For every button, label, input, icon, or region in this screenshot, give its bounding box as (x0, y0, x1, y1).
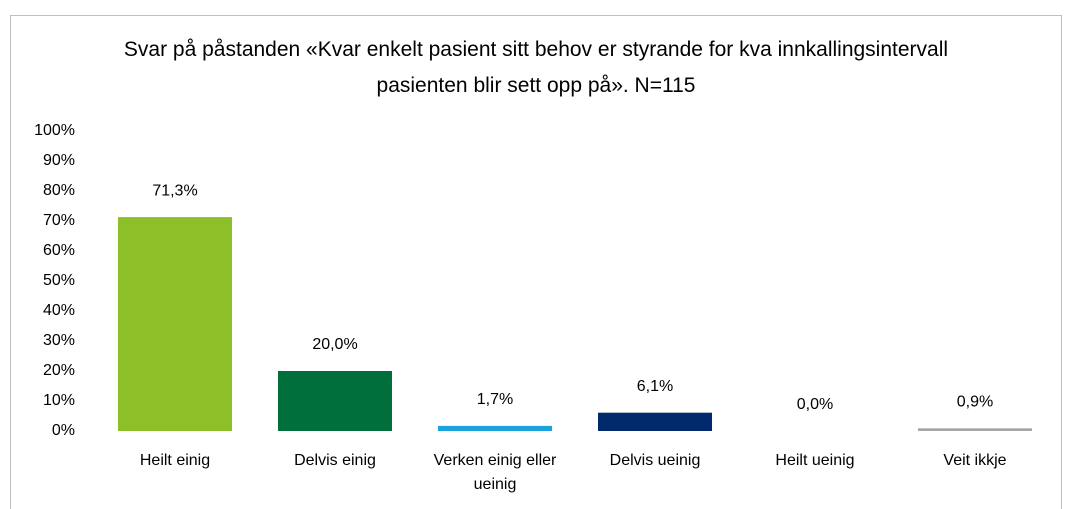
x-tick-label: Heilt ueinig (775, 452, 855, 469)
y-tick-label: 0% (52, 422, 75, 439)
data-label: 0,0% (797, 396, 833, 413)
bar (438, 425, 552, 431)
y-tick-label: 60% (43, 242, 75, 259)
y-tick-label: 20% (43, 362, 75, 379)
x-tick-label: Veit ikkje (943, 452, 1007, 469)
y-tick-label: 100% (34, 122, 75, 139)
bar (118, 217, 232, 431)
data-label: 1,7% (477, 391, 513, 408)
chart-title: Svar på påstanden «Kvar enkelt pasient s… (123, 38, 949, 97)
bar (918, 428, 1032, 431)
y-tick-label: 30% (43, 332, 75, 349)
y-tick-label: 50% (43, 272, 75, 289)
x-tick-label: Delvis einig (294, 452, 376, 469)
chart-border (10, 15, 1062, 509)
x-tick-label: Heilt einig (139, 452, 211, 469)
y-tick-label: 90% (43, 152, 75, 169)
y-tick-label: 10% (43, 392, 75, 409)
data-label: 20,0% (312, 336, 357, 353)
y-tick-label: 40% (43, 302, 75, 319)
data-label: 0,9% (957, 394, 993, 411)
data-label: 71,3% (152, 182, 197, 199)
bar (278, 371, 392, 431)
x-tick-label: Delvis ueinig (609, 452, 701, 469)
bar (598, 412, 712, 431)
y-tick-label: 70% (43, 212, 75, 229)
x-tick-label: Verken einig eller ueinig (433, 452, 557, 493)
data-label: 6,1% (637, 378, 673, 395)
y-tick-label: 80% (43, 182, 75, 199)
